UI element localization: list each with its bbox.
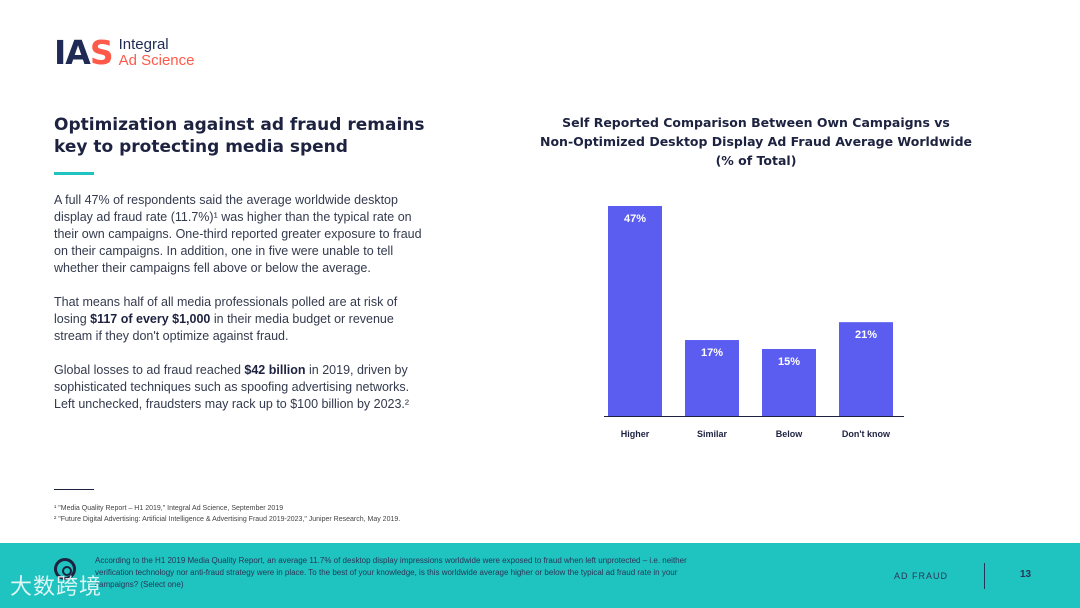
page-headline: Optimization against ad fraud remains ke… <box>54 115 425 157</box>
bar-value-label: 15% <box>778 356 800 368</box>
watermark: 大数跨境 <box>10 575 103 600</box>
bar-value-label: 21% <box>855 329 877 341</box>
chart-subtitle: (% of Total) <box>715 153 797 168</box>
logo-line-1: Integral <box>118 35 169 53</box>
paragraph-risk-emphasis: $117 of every $1,000 <box>90 312 211 326</box>
bar-don-t-know <box>839 322 893 416</box>
paragraph-risk-text-a: That means half of all media professiona… <box>54 295 398 326</box>
paragraph-losses-text-a: Global losses to ad fraud reached <box>54 363 245 377</box>
logo-words: Integral Ad Science <box>118 35 195 69</box>
logo-mark-ia: IA <box>54 33 91 72</box>
footnote-1: ¹ "Media Quality Report – H1 2019," Inte… <box>54 505 284 512</box>
bar-below <box>762 348 816 416</box>
chart-title: Self Reported Comparison Between Own Cam… <box>540 113 972 170</box>
category-label: Similar <box>697 429 728 439</box>
ias-logo: IAS Integral Ad Science <box>54 36 195 69</box>
bar-higher <box>608 206 662 416</box>
logo-mark-s: S <box>89 33 114 72</box>
survey-question-text: According to the H1 2019 Media Quality R… <box>95 556 687 589</box>
target-icon <box>54 558 76 580</box>
bar-similar <box>685 340 739 416</box>
category-label: Don't know <box>842 429 891 439</box>
paragraph-losses: Global losses to ad fraud reached $42 bi… <box>54 362 429 413</box>
paragraph-risk-text-c: in their media budget or revenue stream … <box>54 312 394 343</box>
paragraph-losses-text-c: in 2019, driven by sophisticated techniq… <box>54 363 410 411</box>
chart-title-line-2: Non-Optimized Desktop Display Ad Fraud A… <box>540 134 973 149</box>
footnote-2: ² "Future Digital Advertising: Artificia… <box>54 516 401 523</box>
category-label: Higher <box>621 429 650 439</box>
paragraph-losses-emphasis: $42 billion <box>244 363 306 377</box>
page-number: 13 <box>1020 569 1032 580</box>
bar-value-label: 17% <box>701 347 723 359</box>
footer-divider <box>984 563 985 589</box>
section-label: AD FRAUD <box>894 571 949 581</box>
bottom-bar: According to the H1 2019 Media Quality R… <box>0 543 1080 608</box>
chart-title-line-1: Self Reported Comparison Between Own Cam… <box>562 115 950 130</box>
category-label: Below <box>776 429 804 439</box>
logo-line-2: Ad Science <box>118 51 195 69</box>
bar-value-label: 47% <box>624 213 646 225</box>
paragraph-risk: That means half of all media professiona… <box>54 294 429 345</box>
footnote-divider <box>54 489 94 490</box>
logo-mark: IAS <box>54 33 114 72</box>
headline-accent-rule <box>54 172 94 175</box>
bar-chart: 47% Higher 17% Similar 15% Below 21% Don't know <box>604 206 904 439</box>
paragraph-respondents: A full 47% of respondents said the avera… <box>54 193 422 275</box>
